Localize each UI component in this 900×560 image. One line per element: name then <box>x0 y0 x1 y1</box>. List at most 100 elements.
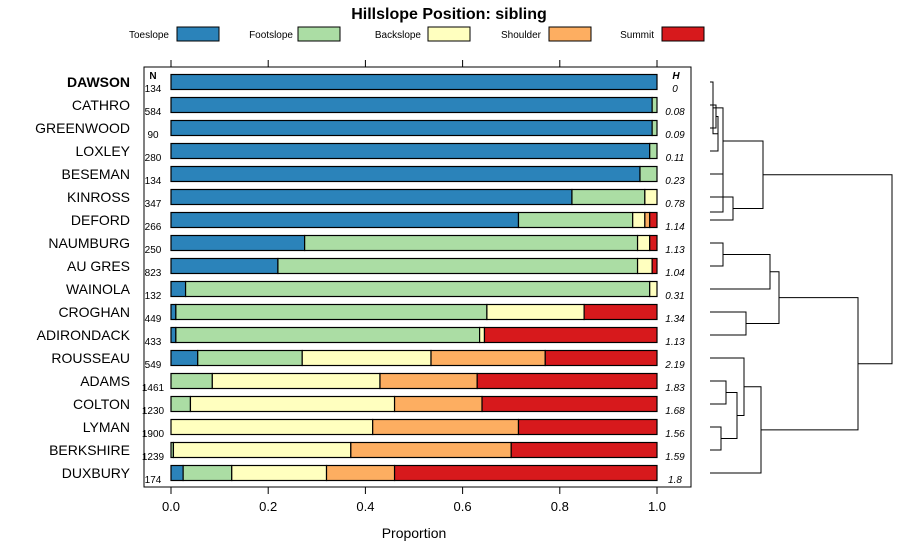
bar-greenwood-toeslope <box>170 119 653 137</box>
legend-swatch-summit <box>661 26 705 42</box>
bar-adams-shoulder <box>379 372 478 390</box>
bar-rousseau-shoulder <box>430 349 546 367</box>
bar-deford-toeslope <box>170 211 520 229</box>
legend-label-backslope: Backslope <box>375 30 422 41</box>
bar-duxbury-footslope <box>182 464 233 482</box>
bar-deford-shoulder <box>644 211 651 229</box>
x-tick-label: 0.6 <box>454 499 472 514</box>
row-label-rousseau: ROUSSEAU <box>51 350 130 366</box>
row-label-lyman: LYMAN <box>83 419 130 435</box>
legend-label-toeslope: Toeslope <box>129 30 169 41</box>
bar-colton-backslope <box>189 395 396 413</box>
bar-naumburg-toeslope <box>170 234 306 252</box>
bar-croghan-footslope <box>175 303 488 321</box>
bar-croghan-toeslope <box>170 303 177 321</box>
bar-adams-footslope <box>170 372 213 390</box>
row-n-croghan: 449 <box>145 314 162 325</box>
dendro-link <box>710 357 745 416</box>
dendro-link <box>710 196 734 221</box>
dendro-link <box>710 242 724 267</box>
bar-au-gres-footslope <box>277 257 639 275</box>
bar-duxbury-summit <box>393 464 658 482</box>
legend-swatch-shoulder <box>548 26 592 42</box>
bar-au-gres-toeslope <box>170 257 279 275</box>
row-h-au-gres: 1.04 <box>665 268 685 279</box>
bar-wainola-backslope <box>649 280 658 298</box>
dendro-link <box>710 386 762 474</box>
bar-adirondack-toeslope <box>170 326 177 344</box>
row-label-kinross: KINROSS <box>67 189 130 205</box>
bar-greenwood-footslope <box>651 119 658 137</box>
row-n-beseman: 134 <box>145 176 162 187</box>
row-label-adams: ADAMS <box>80 373 130 389</box>
bar-berkshire-summit <box>510 441 658 459</box>
row-n-wainola: 132 <box>145 291 162 302</box>
dendro-link <box>710 380 727 405</box>
bar-lyman-summit <box>517 418 658 436</box>
bar-duxbury-backslope <box>231 464 328 482</box>
bar-adams-summit <box>476 372 658 390</box>
bar-deford-summit <box>649 211 658 229</box>
row-label-wainola: WAINOLA <box>66 281 131 297</box>
row-n-adams: 1461 <box>142 383 165 394</box>
row-h-croghan: 1.34 <box>665 314 685 325</box>
row-h-colton: 1.68 <box>665 406 685 417</box>
row-h-greenwood: 0.09 <box>665 130 685 141</box>
bar-cathro-footslope <box>651 96 658 114</box>
bar-naumburg-footslope <box>304 234 639 252</box>
row-h-deford: 1.14 <box>665 222 685 233</box>
row-n-naumburg: 250 <box>145 245 162 256</box>
row-h-kinross: 0.78 <box>665 199 685 210</box>
bar-colton-shoulder <box>393 395 483 413</box>
bar-naumburg-summit <box>649 234 658 252</box>
legend: Toeslope Footslope Backslope Shoulder Summit <box>129 26 705 42</box>
bar-rows: DAWSON 134 0 CATHRO 584 0.08 GREENWOOD 90 0.09 LO… <box>35 73 685 486</box>
plot-frame <box>143 66 692 488</box>
legend-label-shoulder: Shoulder <box>501 30 542 41</box>
row-n-colton: 1230 <box>142 406 165 417</box>
bar-wainola-toeslope <box>170 280 187 298</box>
bar-au-gres-summit <box>651 257 658 275</box>
bar-kinross-toeslope <box>170 188 573 206</box>
row-label-greenwood: GREENWOOD <box>35 120 130 136</box>
dendro-link <box>746 271 780 324</box>
x-tick-label: 1.0 <box>648 499 666 514</box>
row-label-naumburg: NAUMBURG <box>48 235 130 251</box>
x-tick-label: 0.2 <box>259 499 277 514</box>
bar-adirondack-backslope <box>479 326 486 344</box>
n-header: N <box>149 71 156 82</box>
row-h-rousseau: 2.19 <box>664 360 685 371</box>
bar-croghan-backslope <box>486 303 585 321</box>
bar-beseman-footslope <box>639 165 658 183</box>
dendro-link <box>763 174 893 365</box>
legend-swatch-footslope <box>297 26 341 42</box>
row-h-beseman: 0.23 <box>665 176 685 187</box>
row-n-berkshire: 1239 <box>142 452 165 463</box>
legend-label-footslope: Footslope <box>249 30 293 41</box>
bar-croghan-summit <box>583 303 658 321</box>
h-header: H <box>672 71 680 82</box>
bar-loxley-footslope <box>649 142 658 160</box>
x-tick-label: 0.0 <box>162 499 180 514</box>
dendro-link <box>723 140 764 209</box>
row-label-colton: COLTON <box>73 396 130 412</box>
row-label-deford: DEFORD <box>71 212 130 228</box>
row-label-dawson: DAWSON <box>67 74 130 90</box>
dendro-link <box>710 311 747 336</box>
row-n-dawson: 134 <box>145 84 162 95</box>
chart-title: Hillslope Position: sibling <box>351 6 547 23</box>
bar-kinross-footslope <box>571 188 646 206</box>
row-n-kinross: 347 <box>145 199 162 210</box>
bar-rousseau-summit <box>544 349 658 367</box>
row-h-loxley: 0.11 <box>666 153 685 164</box>
row-h-adirondack: 1.13 <box>665 337 685 348</box>
row-h-berkshire: 1.59 <box>665 452 685 463</box>
bar-dawson-toeslope <box>170 73 658 91</box>
bar-rousseau-toeslope <box>170 349 199 367</box>
bar-naumburg-backslope <box>636 234 651 252</box>
x-tick-label: 0.4 <box>356 499 374 514</box>
x-tick-label: 0.8 <box>551 499 569 514</box>
bar-duxbury-shoulder <box>325 464 396 482</box>
bar-adams-backslope <box>211 372 381 390</box>
